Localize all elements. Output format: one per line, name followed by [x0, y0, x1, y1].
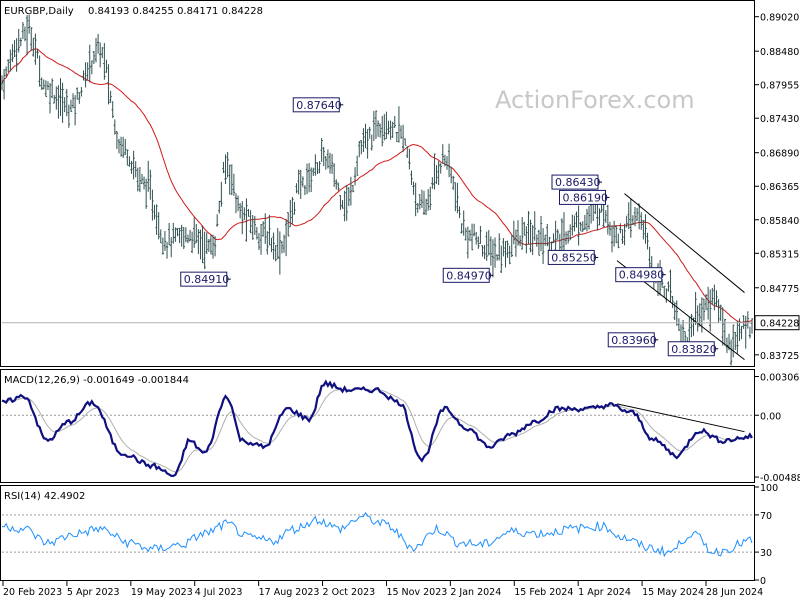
rsi-header: RSI(14) 42.4902 — [4, 491, 85, 502]
time-tick-label: 5 Apr 2023 — [67, 587, 120, 598]
price-tick-label: 0.88480 — [760, 47, 799, 58]
level-box — [667, 341, 715, 357]
macd-header: MACD(12,26,9) -0.001649 -0.001844 — [4, 375, 189, 386]
level-label: 0.83960 — [611, 334, 657, 347]
level-label: 0.84980 — [619, 269, 665, 282]
level-label: 0.84970 — [446, 269, 492, 282]
macd-axis: 0.003066 0.00 -0.004888 — [754, 372, 800, 484]
time-tick-label: 15 May 2024 — [642, 587, 704, 598]
channel-upper-line — [624, 193, 745, 293]
macd-tick-label: 0.003066 — [760, 372, 800, 383]
level-box — [615, 267, 663, 283]
level-label: 0.83820 — [671, 343, 717, 356]
time-tick-label: 2 Oct 2023 — [323, 587, 376, 598]
watermark: ActionForex.com — [495, 86, 695, 114]
time-tick-label: 2 Jan 2024 — [450, 587, 501, 598]
time-tick-label: 20 Feb 2023 — [3, 587, 62, 598]
rsi-tick-label: 30 — [760, 548, 772, 559]
macd-trendline — [616, 403, 745, 433]
price-tick-label: 0.86365 — [760, 182, 799, 193]
level-labels: 0.87640 0.84910 0.84970 0.86430 0.86190 0.852… — [180, 97, 719, 357]
macd-signal-line — [1, 388, 752, 473]
time-tick-label: 17 Aug 2023 — [259, 587, 320, 598]
macd-tick-label: -0.004888 — [760, 473, 800, 484]
time-tick-label: 28 Jun 2024 — [706, 587, 763, 598]
level-box — [559, 189, 606, 205]
rsi-tick-label: 0 — [760, 576, 766, 587]
time-tick-label: 4 Jul 2023 — [195, 587, 243, 598]
level-box — [180, 271, 228, 287]
price-header-symbol: EURGBP,Daily — [4, 6, 74, 17]
macd-line — [1, 379, 753, 478]
level-label: 0.87640 — [296, 99, 342, 112]
level-box — [292, 97, 340, 113]
time-tick-label: 15 Nov 2023 — [386, 587, 447, 598]
level-box — [607, 332, 655, 348]
time-tick-label: 1 Apr 2024 — [578, 587, 631, 598]
level-label: 0.86430 — [555, 176, 601, 189]
rsi-tick-label: 70 — [760, 511, 772, 522]
level-box — [547, 249, 595, 265]
price-tick-label: 0.85840 — [760, 216, 799, 227]
price-tick-label: 0.87430 — [760, 114, 799, 125]
price-tick-label: 0.86890 — [760, 149, 799, 160]
price-bars — [0, 14, 754, 366]
price-tick-label: 0.85315 — [760, 249, 799, 260]
level-box — [442, 267, 490, 283]
level-label: 0.85250 — [551, 251, 597, 264]
macd-panel-frame — [0, 369, 755, 483]
price-panel-frame — [0, 0, 755, 367]
level-label: 0.84910 — [184, 273, 230, 286]
time-axis: 20 Feb 2023 5 Apr 2023 19 May 2023 4 Jul 20… — [2, 581, 763, 598]
current-price-box — [754, 315, 800, 331]
price-tick-label: 0.89020 — [760, 13, 799, 24]
price-tick-label: 0.87955 — [760, 81, 799, 92]
price-tick-label: 0.84228 — [760, 319, 799, 330]
macd-lines — [1, 379, 753, 478]
rsi-panel-frame — [0, 485, 755, 581]
macd-tick-label: 0.00 — [760, 411, 781, 422]
price-tick-label: 0.84775 — [760, 284, 799, 295]
rsi-axis: 100 70 30 0 — [754, 483, 778, 587]
price-axis: 0.89020 0.88480 0.87955 0.87430 0.86890 0.863… — [2, 13, 800, 362]
rsi-tick-label: 100 — [760, 483, 778, 494]
level-label: 0.86190 — [563, 191, 609, 204]
time-tick-label: 19 May 2023 — [131, 587, 193, 598]
price-header-ohlc: 0.84193 0.84255 0.84171 0.84228 — [88, 6, 263, 17]
rsi-lines — [1, 511, 753, 558]
level-box — [551, 174, 599, 190]
rsi-line — [1, 511, 753, 558]
time-tick-label: 15 Feb 2024 — [514, 587, 573, 598]
price-tick-label: 0.83725 — [760, 351, 799, 362]
